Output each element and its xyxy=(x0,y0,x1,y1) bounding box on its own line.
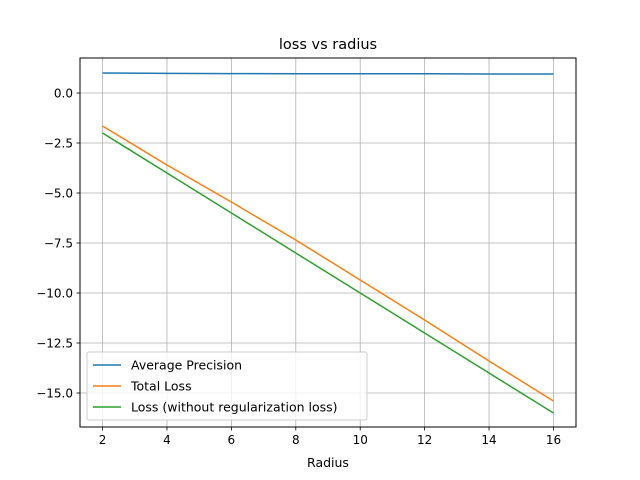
x-axis-label: Radius xyxy=(307,455,349,470)
y-tick-label: −12.5 xyxy=(36,336,73,350)
legend-label-2: Loss (without regularization loss) xyxy=(131,400,338,415)
x-axis-ticks: 2 4 6 8 10 12 14 16 xyxy=(99,427,561,447)
series-lines xyxy=(102,72,554,414)
legend-box xyxy=(86,351,368,421)
chart-title: loss vs radius xyxy=(279,37,377,53)
x-tick-label: 4 xyxy=(163,433,171,447)
y-tick-label: −2.5 xyxy=(44,136,73,150)
series-line-1 xyxy=(102,125,554,402)
x-tick-label: 10 xyxy=(353,433,368,447)
y-tick-label: −10.0 xyxy=(36,286,73,300)
series-line-0 xyxy=(102,72,554,75)
y-tick-label: −5.0 xyxy=(44,186,73,200)
x-tick-label: 12 xyxy=(417,433,432,447)
legend-label-0: Average Precision xyxy=(131,358,242,373)
grid xyxy=(80,58,576,427)
x-tick-label: 6 xyxy=(228,433,236,447)
legend-label-1: Total Loss xyxy=(130,379,192,394)
x-tick-label: 16 xyxy=(546,433,561,447)
y-axis-ticks: 0.0 −2.5 −5.0 −7.5 −10.0 −12.5 −15.0 xyxy=(36,86,80,400)
x-tick-label: 2 xyxy=(99,433,107,447)
plot-frame xyxy=(79,57,577,428)
y-tick-label: −15.0 xyxy=(36,386,73,400)
y-tick-label: −7.5 xyxy=(44,236,73,250)
y-tick-label: 0.0 xyxy=(54,86,73,100)
series-line-2 xyxy=(102,132,554,414)
x-tick-label: 14 xyxy=(481,433,496,447)
legend: Average Precision Total Loss Loss (without… xyxy=(86,351,368,421)
x-tick-label: 8 xyxy=(292,433,300,447)
